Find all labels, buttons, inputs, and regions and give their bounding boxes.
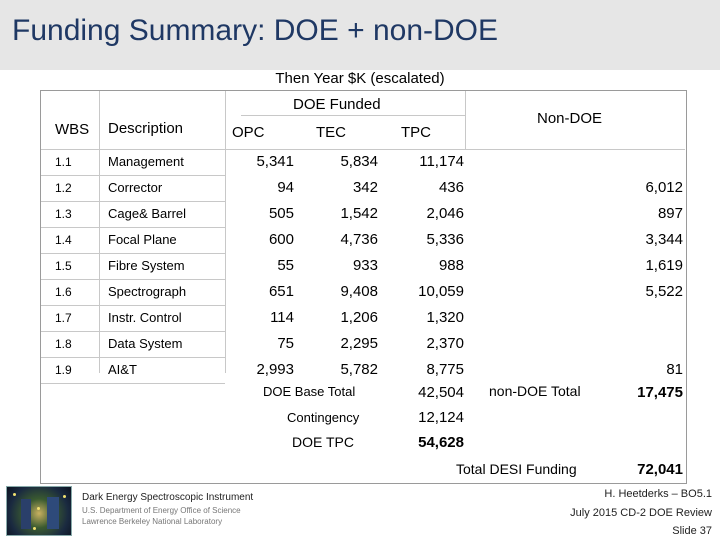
header-description: Description [108, 120, 184, 137]
cell-tec: 5,782 [340, 361, 378, 378]
non-doe-total-label: non-DOE Total [489, 383, 581, 399]
cell-wbs: 1.7 [55, 311, 72, 325]
doe-tpc-label: DOE TPC [292, 434, 354, 450]
footer-instrument-name: Dark Energy Spectroscopic Instrument [82, 492, 254, 503]
cell-tpc: 8,775 [426, 361, 464, 378]
cell-opc: 75 [277, 335, 294, 352]
cell-description: Fibre System [108, 258, 185, 273]
cell-tec: 5,834 [340, 153, 378, 170]
cell-non-doe: 3,344 [645, 231, 683, 248]
cell-tec: 1,206 [340, 309, 378, 326]
cell-opc: 505 [268, 205, 294, 222]
footer-lab-name: Lawrence Berkeley National Laboratory [82, 517, 223, 526]
cell-tpc: 988 [438, 257, 464, 274]
cell-tpc: 2,046 [426, 205, 464, 222]
doe-tpc-value: 54,628 [418, 434, 464, 451]
header-tec: TEC [316, 124, 346, 141]
row-divider [41, 201, 225, 202]
row-divider [41, 305, 225, 306]
cell-non-doe: 1,619 [645, 257, 683, 274]
doe-base-total-value: 42,504 [418, 384, 464, 401]
cell-description: AI&T [108, 362, 137, 377]
footer-review-name: July 2015 CD-2 DOE Review [570, 507, 712, 519]
desi-logo-image [6, 486, 72, 536]
cell-description: Data System [108, 336, 183, 351]
contingency-label: Contingency [287, 410, 360, 425]
cell-description: Spectrograph [108, 284, 187, 299]
header-tpc: TPC [401, 124, 431, 141]
cell-wbs: 1.3 [55, 207, 72, 221]
cell-tpc: 11,174 [419, 153, 464, 170]
doe-header-divider [241, 115, 465, 116]
row-divider [41, 383, 225, 384]
slide-title: Funding Summary: DOE + non-DOE [12, 14, 499, 47]
footer-presenter: H. Heetderks – BO5.1 [604, 488, 712, 500]
header-doe-funded: DOE Funded [293, 96, 381, 113]
cell-wbs: 1.9 [55, 363, 72, 377]
cell-non-doe: 897 [657, 205, 683, 222]
header-non-doe: Non-DOE [537, 110, 603, 127]
cell-wbs: 1.1 [55, 155, 72, 169]
row-divider [41, 227, 225, 228]
header-opc: OPC [232, 124, 265, 141]
cell-tpc: 1,320 [426, 309, 464, 326]
header-wbs: WBS [55, 121, 90, 138]
cell-description: Instr. Control [108, 310, 182, 325]
cell-description: Management [108, 154, 184, 169]
cell-tec: 2,295 [340, 335, 378, 352]
cell-wbs: 1.2 [55, 181, 72, 195]
title-bar: Funding Summary: DOE + non-DOE [0, 0, 720, 70]
description-column-divider [225, 91, 226, 373]
footer-doe-office: U.S. Department of Energy Office of Scie… [82, 506, 241, 515]
cell-tpc: 2,370 [426, 335, 464, 352]
cell-opc: 651 [268, 283, 294, 300]
footer-slide-number: Slide 37 [672, 525, 712, 537]
header-bottom-line [41, 149, 685, 150]
cell-tec: 933 [352, 257, 378, 274]
row-divider [41, 175, 225, 176]
cell-tpc: 10,059 [418, 283, 464, 300]
cell-tec: 342 [352, 179, 378, 196]
doe-header-right-divider [465, 91, 466, 149]
cell-opc: 94 [277, 179, 294, 196]
cell-opc: 55 [277, 257, 294, 274]
cell-tpc: 436 [438, 179, 464, 196]
total-desi-label: Total DESI Funding [456, 461, 577, 477]
row-divider [41, 331, 225, 332]
cell-tpc: 5,336 [426, 231, 464, 248]
cell-wbs: 1.8 [55, 337, 72, 351]
cell-opc: 114 [270, 309, 294, 326]
cell-description: Focal Plane [108, 232, 177, 247]
cell-wbs: 1.5 [55, 259, 72, 273]
cell-non-doe: 5,522 [645, 283, 683, 300]
cell-non-doe: 81 [666, 361, 683, 378]
non-doe-total-value: 17,475 [637, 384, 683, 401]
slide-subtitle: Then Year $K (escalated) [275, 70, 445, 87]
funding-table: WBS Description DOE Funded OPC TEC TPC N… [40, 90, 687, 484]
cell-non-doe: 6,012 [645, 179, 683, 196]
contingency-value: 12,124 [418, 409, 464, 426]
row-divider [41, 253, 225, 254]
wbs-column-divider [99, 91, 100, 373]
cell-tec: 4,736 [340, 231, 378, 248]
row-divider [41, 357, 225, 358]
doe-base-total-label: DOE Base Total [263, 384, 356, 399]
total-desi-value: 72,041 [637, 461, 683, 478]
cell-wbs: 1.4 [55, 233, 72, 247]
row-divider [41, 279, 225, 280]
cell-description: Corrector [108, 180, 163, 195]
cell-wbs: 1.6 [55, 285, 72, 299]
cell-opc: 5,341 [256, 153, 294, 170]
cell-tec: 1,542 [340, 205, 378, 222]
cell-opc: 2,993 [256, 361, 294, 378]
cell-tec: 9,408 [340, 283, 378, 300]
cell-description: Cage& Barrel [108, 206, 187, 221]
cell-opc: 600 [268, 231, 294, 248]
